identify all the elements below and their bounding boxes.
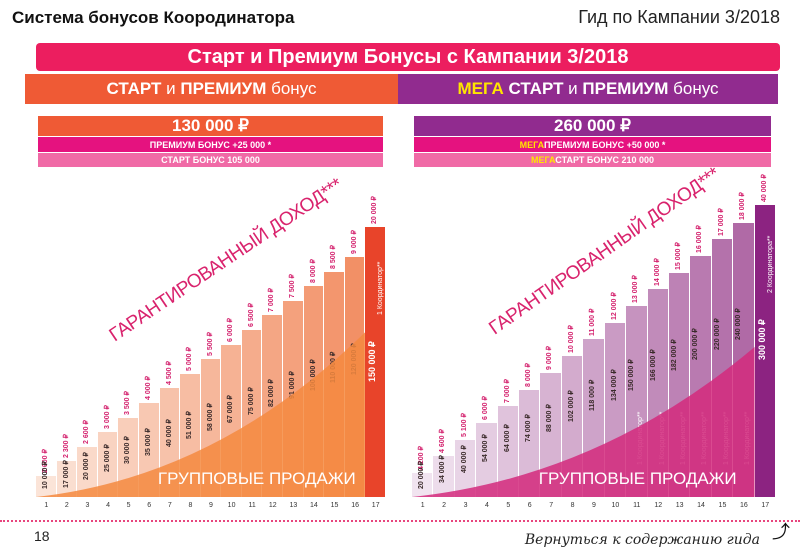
start-text: СТАРТ БОНУС 210 000 [555, 155, 654, 165]
level-number: 7 [549, 502, 554, 509]
band-text: СТАРТ [106, 79, 162, 98]
income-label: 40 000 ₽ [760, 174, 768, 202]
income-label: 20 000 ₽ [371, 196, 379, 224]
bar: 40 000 ₽ 300 000 ₽ 2 Координатора** [754, 174, 775, 497]
start-bonus: МЕГАСТАРТ БОНУС 210 000 [414, 152, 771, 167]
level-number: 12 [268, 502, 277, 509]
level-number: 3 [85, 502, 90, 509]
page-number: 18 [34, 528, 50, 544]
level-number: 12 [654, 502, 663, 509]
band-text: ПРЕМИУМ [582, 79, 669, 98]
sales-label: 150 000 ₽ [367, 341, 378, 382]
bar: 4 600 ₽34 000 ₽ [433, 429, 454, 497]
premium-text: ПРЕМИУМ БОНУС +50 000 * [544, 140, 666, 150]
group-sales-label: ГРУППОВЫЕ ПРОДАЖИ [157, 469, 356, 488]
level-number: 17 [761, 502, 770, 509]
band-start-premium: СТАРТ и ПРЕМИУМ бонус [25, 74, 398, 104]
band-text: бонус [266, 79, 317, 98]
start-bonus: СТАРТ БОНУС 105 000 [38, 152, 383, 167]
group-sales-area [36, 332, 366, 497]
level-number: 14 [697, 502, 705, 509]
level-number: 1 [420, 502, 425, 509]
level-number: 4 [484, 502, 489, 509]
bar: 3 000 ₽25 000 ₽ [97, 405, 118, 497]
band-text: и [161, 79, 181, 98]
premium-bonus: МЕГАПРЕМИУМ БОНУС +50 000 * [414, 136, 771, 152]
level-number: 6 [147, 502, 152, 509]
bonus-box-right: 260 000 ₽ МЕГАПРЕМИУМ БОНУС +50 000 * МЕ… [414, 116, 771, 167]
level-number: 14 [310, 502, 318, 509]
level-number: 7 [167, 502, 172, 509]
guide-label: Гид по Кампании 3/2018 [578, 7, 780, 27]
footer-divider [0, 520, 800, 522]
level-number: 9 [209, 502, 213, 509]
bar: 6 000 ₽54 000 ₽ [476, 396, 497, 497]
group-sales-curve [412, 347, 755, 497]
level-number: 11 [248, 502, 256, 509]
level-number: 5 [126, 502, 131, 509]
level-number: 13 [289, 502, 298, 509]
bar: 2 600 ₽20 000 ₽ [77, 420, 97, 497]
bar: 5 100 ₽40 000 ₽ [454, 413, 476, 497]
level-number: 10 [611, 502, 620, 509]
mega-label: МЕГА [530, 155, 556, 165]
band-text: и [563, 79, 583, 98]
level-number: 8 [188, 502, 193, 509]
level-number: 6 [527, 502, 532, 509]
chart-start-premium: 2 000 ₽10 000 ₽ 1 2 300 ₽17 000 ₽ 2 2 600 ₽2… [36, 174, 386, 520]
group-sales-curve [36, 332, 366, 497]
bar: 8 000 ₽74 000 ₽ [519, 363, 540, 497]
mega-label: МЕГА [457, 79, 504, 98]
level-number: 4 [106, 502, 110, 509]
level-number: 2 [442, 502, 447, 509]
back-to-contents-link[interactable]: Вернуться к содержанию гида [524, 532, 760, 548]
group-sales-label: ГРУППОВЫЕ ПРОДАЖИ [538, 469, 737, 488]
sales-label: 300 000 ₽ [756, 319, 767, 360]
level-number: 16 [739, 502, 748, 509]
main-banner: Старт и Премиум Бонусы с Кампании 3/2018 [36, 43, 780, 71]
level-number: 9 [592, 502, 596, 509]
level-number: 2 [64, 502, 69, 509]
chart-mega-start-premium: 4 200 ₽20 000 ₽ 1 4 600 ₽34 000 ₽ 2 5 100 ₽4… [412, 164, 776, 520]
level-number: 8 [570, 502, 575, 509]
curved-arrow-icon[interactable]: ⤴ [772, 522, 790, 542]
group-sales-area [412, 347, 755, 497]
premium-bonus: ПРЕМИУМ БОНУС +25 000 * [38, 136, 383, 152]
band-text: бонус [668, 79, 719, 98]
level-number: 13 [675, 502, 684, 509]
bar: 7 000 ₽64 000 ₽ [497, 379, 519, 497]
bar: 2 300 ₽17 000 ₽ [56, 434, 77, 497]
bonus-box-left: 130 000 ₽ ПРЕМИУМ БОНУС +25 000 * СТАРТ … [38, 116, 383, 167]
coordinator-label: 2 Координатора** [766, 235, 774, 293]
band-mega-start-premium: МЕГА СТАРТ и ПРЕМИУМ бонус [398, 74, 778, 104]
total-bonus: 130 000 ₽ [38, 116, 383, 136]
page-title: Система бонусов Коородинатора [12, 8, 295, 27]
level-number: 16 [351, 502, 359, 509]
level-number: 5 [506, 502, 511, 509]
bar: 20 000 ₽ 150 000 ₽ 1 Координатор** [365, 196, 385, 497]
band-text: СТАРТ [503, 79, 564, 98]
level-number: 10 [227, 502, 236, 509]
bar: 4 200 ₽20 000 ₽ [412, 446, 433, 497]
coordinator-label: 1 Координатор** [377, 261, 385, 315]
level-number: 1 [44, 502, 49, 509]
level-number: 15 [718, 502, 727, 509]
bar: 2 000 ₽10 000 ₽ [36, 449, 56, 497]
mega-label: МЕГА [519, 140, 545, 150]
band-text: ПРЕМИУМ [180, 79, 267, 98]
level-number: 11 [633, 502, 641, 509]
level-number: 17 [371, 502, 380, 509]
level-number: 15 [330, 502, 339, 509]
level-number: 3 [463, 502, 468, 509]
total-bonus: 260 000 ₽ [414, 116, 771, 136]
